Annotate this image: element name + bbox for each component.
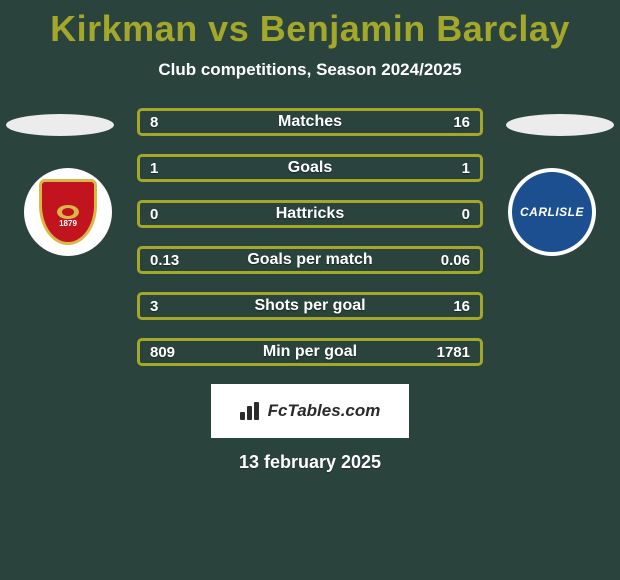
brand-text: FcTables.com — [268, 401, 381, 421]
bars-icon — [240, 402, 262, 420]
left-base-ellipse — [6, 114, 114, 136]
stat-label: Goals per match — [140, 251, 480, 269]
stat-label: Matches — [140, 113, 480, 131]
snapshot-date: 13 february 2025 — [0, 452, 620, 473]
right-badge-word: CARLISLE — [520, 205, 584, 219]
brand-footer: FcTables.com — [211, 384, 409, 438]
left-club-badge: 1879 — [24, 168, 112, 256]
stat-row: 0Hattricks0 — [137, 200, 483, 228]
stat-row: 809Min per goal1781 — [137, 338, 483, 366]
stat-rows: 8Matches16 1Goals1 0Hattricks0 0.13Goals pe… — [137, 108, 483, 366]
comparison-body: 1879 CARLISLE 8Matches16 1Goals1 0Hattrick… — [0, 108, 620, 366]
left-badge-year: 1879 — [42, 219, 94, 228]
comparison-title: Kirkman vs Benjamin Barclay — [0, 0, 620, 50]
stat-row: 0.13Goals per match0.06 — [137, 246, 483, 274]
shield-icon: 1879 — [39, 179, 97, 245]
stat-row: 1Goals1 — [137, 154, 483, 182]
comparison-subtitle: Club competitions, Season 2024/2025 — [0, 60, 620, 80]
stat-label: Shots per goal — [140, 297, 480, 315]
stat-label: Goals — [140, 159, 480, 177]
stat-label: Hattricks — [140, 205, 480, 223]
right-base-ellipse — [506, 114, 614, 136]
stat-row: 8Matches16 — [137, 108, 483, 136]
stat-label: Min per goal — [140, 343, 480, 361]
stat-row: 3Shots per goal16 — [137, 292, 483, 320]
right-club-badge: CARLISLE — [508, 168, 596, 256]
